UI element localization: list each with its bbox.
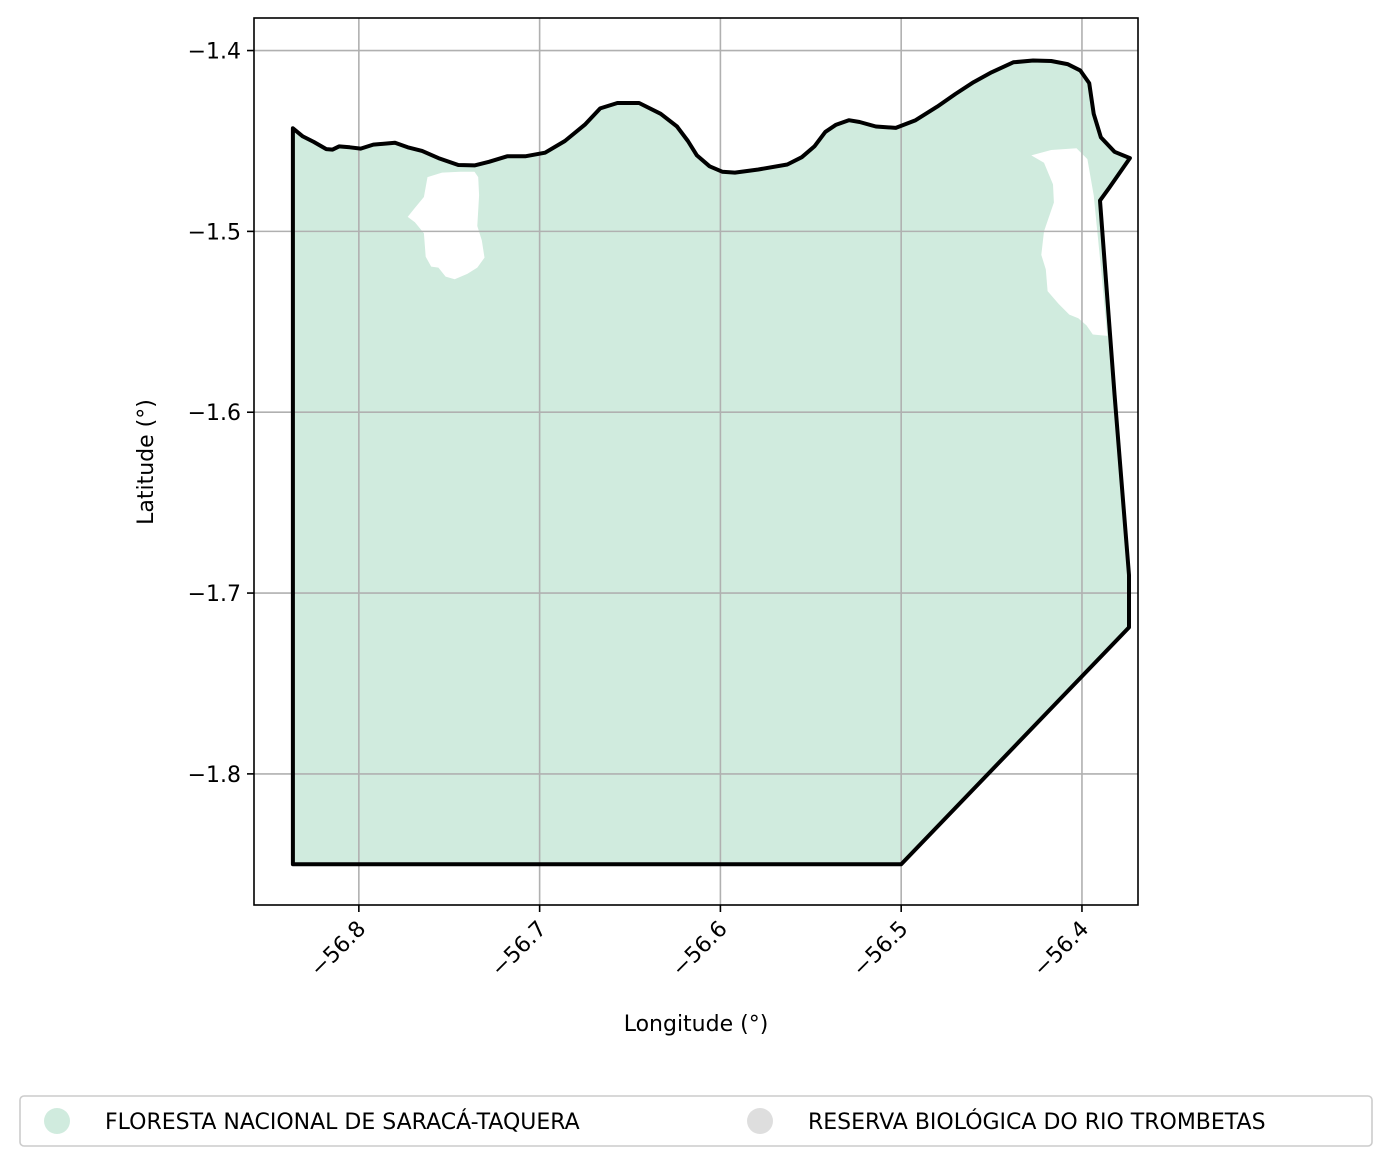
y-tick-label: −1.4 bbox=[188, 40, 241, 65]
x-tick-label: −56.4 bbox=[1029, 917, 1094, 982]
plot-area bbox=[253, 17, 1139, 906]
x-axis-label: Longitude (°) bbox=[624, 1012, 769, 1037]
legend-swatch-reserva bbox=[747, 1108, 773, 1134]
y-tick-label: −1.7 bbox=[188, 582, 241, 607]
legend: FLORESTA NACIONAL DE SARACÁ-TAQUERA RESE… bbox=[19, 1095, 1373, 1147]
legend-frame bbox=[19, 1095, 1373, 1147]
y-axis-label: Latitude (°) bbox=[134, 399, 159, 525]
x-tick-label: −56.7 bbox=[487, 917, 552, 982]
y-tick-label: −1.8 bbox=[188, 763, 241, 788]
legend-label-reserva: RESERVA BIOLÓGICA DO RIO TROMBETAS bbox=[808, 1109, 1266, 1135]
x-tick-label: −56.5 bbox=[848, 917, 913, 982]
legend-swatch-floresta bbox=[44, 1108, 70, 1134]
floresta-nacional-region bbox=[292, 60, 1130, 865]
x-tick-label: −56.8 bbox=[306, 917, 371, 982]
x-axis: −56.8 −56.7 −56.6 −56.5 −56.4 bbox=[306, 905, 1094, 982]
y-tick-label: −1.5 bbox=[188, 220, 241, 245]
y-axis: −1.4 −1.5 −1.6 −1.7 −1.8 bbox=[188, 40, 254, 788]
axes-frame bbox=[253, 17, 1139, 906]
region-boundary bbox=[290, 58, 1132, 867]
legend-label-floresta: FLORESTA NACIONAL DE SARACÁ-TAQUERA bbox=[105, 1109, 580, 1135]
y-tick-label: −1.6 bbox=[188, 401, 241, 426]
x-tick-label: −56.6 bbox=[667, 917, 732, 982]
